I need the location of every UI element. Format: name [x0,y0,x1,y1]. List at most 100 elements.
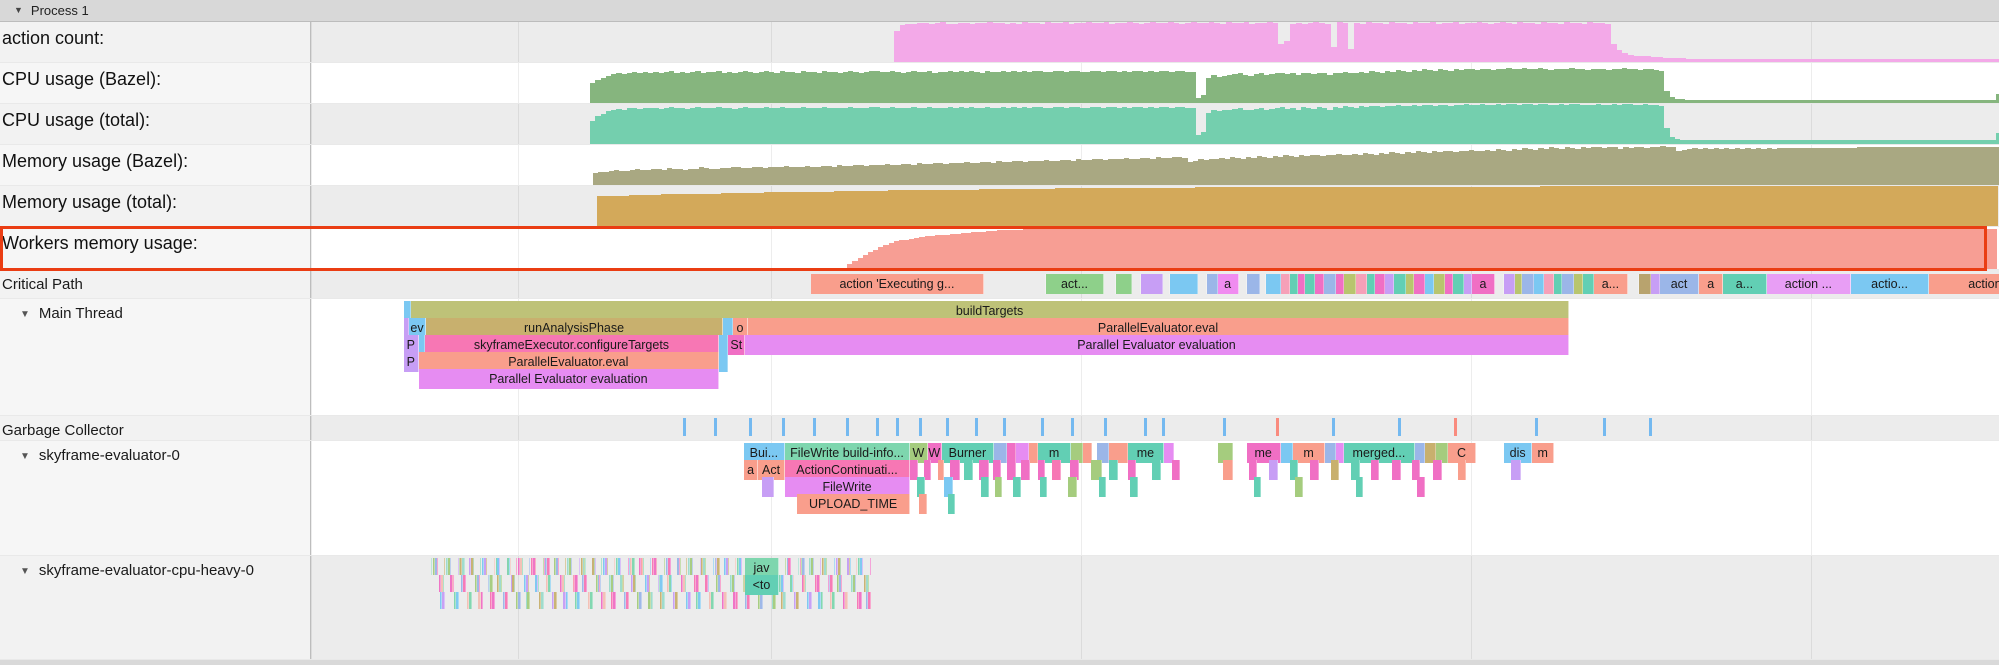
flame-slice[interactable]: P [404,335,419,355]
flame-slice[interactable]: ParallelEvaluator.eval [418,352,720,372]
flame-slice-tiny[interactable] [830,575,834,592]
flame-slice-tiny[interactable] [762,477,774,497]
flame-slice-tiny[interactable] [1650,274,1660,294]
flame-slice-tiny[interactable] [527,575,529,592]
flame-slice-tiny[interactable] [1583,274,1594,294]
flame-slice-tiny[interactable] [669,558,671,575]
flame-slice-tiny[interactable] [678,558,680,575]
flame-slice-tiny[interactable] [573,575,576,592]
flame-slice-tiny[interactable] [620,558,622,575]
flame-slice-tiny[interactable] [542,558,544,575]
triangle-down-icon[interactable]: ▼ [14,5,23,15]
flame-slice-tiny[interactable] [1504,274,1515,294]
flame-slice-tiny[interactable] [993,443,1008,463]
flame-slice-tiny[interactable] [593,558,596,575]
flame-slice-tiny[interactable] [773,592,777,609]
flame-slice-tiny[interactable] [790,558,792,575]
flame-slice-tiny[interactable] [743,575,746,592]
flame-slice-tiny[interactable] [1638,274,1651,294]
flame-slice-tiny[interactable] [680,575,683,592]
flame-slice-tiny[interactable] [404,318,410,338]
process-header[interactable]: ▼ Process 1 [0,0,1999,22]
flame-slice-tiny[interactable] [518,592,522,609]
flame-slice-tiny[interactable] [516,558,518,575]
flame-slice-tiny[interactable] [1109,443,1128,463]
gc-tick-minor[interactable] [896,418,900,436]
flame-slice-tiny[interactable] [461,575,464,592]
flame-slice-tiny[interactable] [1248,460,1258,480]
flame-slice-tiny[interactable] [1628,274,1639,294]
flame-slice-tiny[interactable] [723,318,733,338]
flame-slice-tiny[interactable] [451,575,453,592]
flame-slice-tiny[interactable] [864,575,867,592]
flame-slice-tiny[interactable] [727,558,729,575]
flame-slice-tiny[interactable] [850,575,853,592]
flame-slice-tiny[interactable] [455,592,459,609]
flame-slice-tiny[interactable] [671,575,673,592]
track-label-skyframe-evaluator-cpu-heavy-0[interactable]: ▼ skyframe-evaluator-cpu-heavy-0 [0,556,311,659]
flame-slice-tiny[interactable] [826,558,828,575]
gc-tick-minor[interactable] [713,418,717,436]
flame-slice-tiny[interactable] [1207,274,1218,294]
flame-slice-tiny[interactable] [480,592,483,609]
flame-slice-tiny[interactable] [453,592,456,609]
flame-slice-tiny[interactable] [699,558,701,575]
flame-slice-tiny[interactable] [614,558,616,575]
flame-slice-tiny[interactable] [835,558,838,575]
gc-tick-minor[interactable] [683,418,687,436]
flame-slice-tiny[interactable] [660,575,664,592]
gc-tick-minor[interactable] [946,418,950,436]
flame-slice-tiny[interactable] [444,558,446,575]
flame-slice[interactable]: P [404,352,419,372]
flame-slice-tiny[interactable] [856,592,859,609]
track-label-main-thread[interactable]: ▼ Main Thread [0,299,311,415]
flame-slice-tiny[interactable] [784,558,786,575]
flame-slice-tiny[interactable] [1238,274,1247,294]
gc-tick-minor[interactable] [975,418,979,436]
flame-slice-tiny[interactable] [782,575,784,592]
flame-slice-tiny[interactable] [943,477,954,497]
flame-slice-tiny[interactable] [771,592,774,609]
flame-slice-tiny[interactable] [1417,477,1426,497]
flame-slice-tiny[interactable] [1028,443,1038,463]
flame-slice-tiny[interactable] [1315,274,1325,294]
flame-slice-tiny[interactable] [1131,274,1141,294]
flame-slice-tiny[interactable] [491,592,495,609]
flame-slice-tiny[interactable] [809,558,811,575]
triangle-down-icon[interactable]: ▼ [20,566,30,577]
flame-slice-tiny[interactable] [508,558,511,575]
track-canvas-cpu-usage-bazel[interactable] [311,63,1999,103]
flame-slice-tiny[interactable] [1371,460,1380,480]
flame-slice-tiny[interactable] [994,477,1003,497]
flame-slice-tiny[interactable] [1218,443,1233,463]
flame-slice-tiny[interactable] [658,575,661,592]
flame-slice-tiny[interactable] [580,558,583,575]
flame-slice-tiny[interactable] [601,592,604,609]
flame-slice-tiny[interactable] [1289,460,1298,480]
flame-slice-tiny[interactable] [648,592,652,609]
flame-slice-tiny[interactable] [563,575,565,592]
flame-slice-tiny[interactable] [854,575,856,592]
flame-slice-tiny[interactable] [1562,274,1574,294]
flame-slice-tiny[interactable] [1391,460,1401,480]
flame-slice-tiny[interactable] [499,558,501,575]
flame-slice-tiny[interactable] [809,592,813,609]
flame-slice-tiny[interactable] [1464,274,1473,294]
flame-slice-tiny[interactable] [1172,460,1180,480]
flame-slice-tiny[interactable] [565,592,568,609]
flame-slice[interactable]: merged... [1343,443,1416,463]
flame-slice-tiny[interactable] [1254,477,1262,497]
flame-slice-tiny[interactable] [489,575,493,592]
flame-slice-tiny[interactable] [480,558,482,575]
flame-slice-tiny[interactable] [567,558,570,575]
flame-slice-tiny[interactable] [637,592,640,609]
flame-slice-tiny[interactable] [697,575,699,592]
gc-tick-minor[interactable] [919,418,922,436]
flame-slice[interactable]: FileWrite [784,477,911,497]
flame-slice-tiny[interactable] [841,575,843,592]
flame-slice-tiny[interactable] [707,575,710,592]
flame-slice-tiny[interactable] [820,592,823,609]
flame-slice-tiny[interactable] [544,558,546,575]
flame-slice-tiny[interactable] [629,558,632,575]
flame-slice-tiny[interactable] [495,558,498,575]
